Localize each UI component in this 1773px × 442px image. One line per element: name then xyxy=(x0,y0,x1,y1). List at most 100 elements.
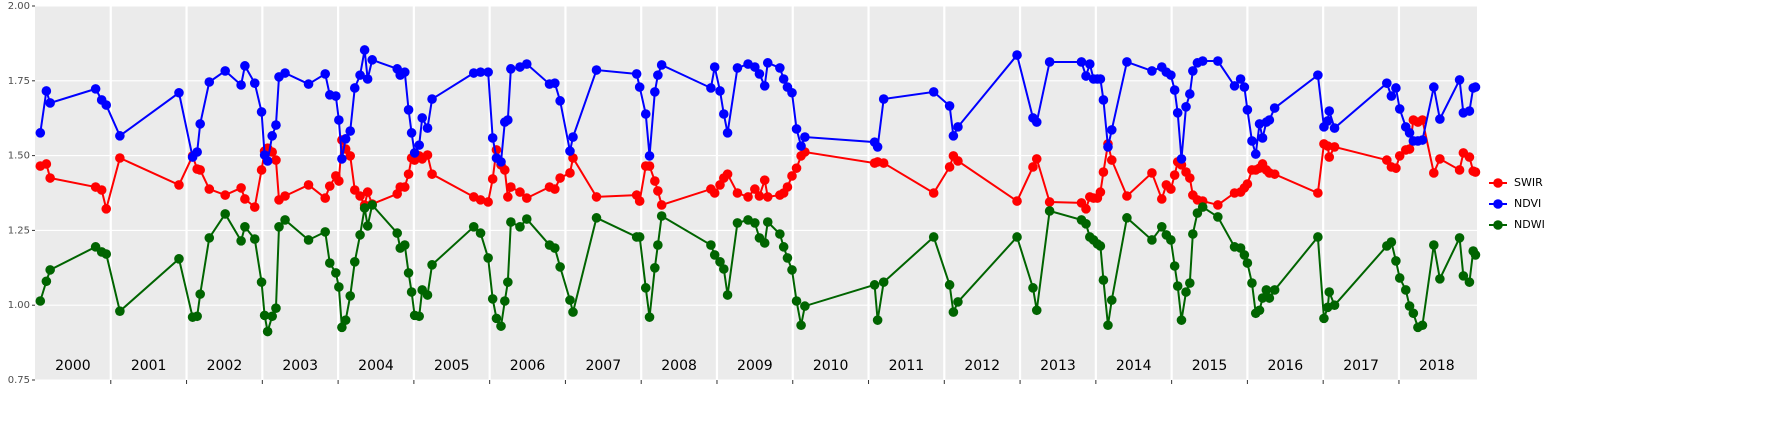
point xyxy=(782,182,793,192)
point xyxy=(800,301,810,311)
point xyxy=(878,94,889,104)
point xyxy=(1269,103,1280,113)
point xyxy=(500,165,510,175)
point xyxy=(280,68,290,78)
point xyxy=(709,250,720,260)
year-label: 2002 xyxy=(207,358,243,374)
point xyxy=(565,295,575,305)
point xyxy=(750,62,760,72)
point xyxy=(1084,59,1095,69)
point xyxy=(650,87,660,97)
point xyxy=(496,157,506,167)
point xyxy=(345,291,356,301)
point xyxy=(953,297,963,307)
point xyxy=(487,174,498,184)
point xyxy=(90,84,101,94)
point xyxy=(334,115,344,125)
point xyxy=(174,254,184,264)
point xyxy=(303,79,314,89)
point xyxy=(483,67,493,77)
point xyxy=(1329,142,1340,152)
point xyxy=(1264,115,1275,125)
point xyxy=(1235,74,1246,84)
point xyxy=(762,58,773,68)
point xyxy=(1166,184,1176,194)
point xyxy=(928,188,939,198)
point xyxy=(1435,114,1445,124)
point xyxy=(355,191,365,201)
point xyxy=(550,184,560,194)
point xyxy=(271,120,281,130)
point xyxy=(1031,117,1042,127)
point xyxy=(422,150,433,160)
point xyxy=(256,107,267,117)
point xyxy=(1394,273,1405,283)
point xyxy=(944,280,955,290)
point xyxy=(41,276,52,287)
point xyxy=(1229,81,1240,91)
point xyxy=(1156,222,1167,232)
point xyxy=(634,196,645,206)
year-label: 2015 xyxy=(1192,358,1228,374)
point xyxy=(192,311,202,322)
point xyxy=(762,192,773,202)
point xyxy=(483,197,493,207)
point xyxy=(240,222,250,232)
point xyxy=(521,193,532,203)
point xyxy=(715,257,725,267)
point xyxy=(650,263,660,273)
point xyxy=(1172,108,1183,118)
point xyxy=(334,282,344,292)
point xyxy=(1391,256,1401,266)
point xyxy=(367,55,377,65)
point xyxy=(259,310,270,321)
point xyxy=(1470,167,1481,177)
point xyxy=(656,200,667,210)
y-tick-label: 1.75 xyxy=(8,76,30,87)
point xyxy=(1044,197,1055,207)
y-tick-label: 1.00 xyxy=(8,300,30,311)
point xyxy=(262,156,273,166)
point xyxy=(1122,57,1132,67)
point xyxy=(503,115,513,125)
point xyxy=(340,315,351,325)
point xyxy=(406,128,417,138)
point xyxy=(555,173,565,183)
year-label: 2012 xyxy=(964,358,1000,374)
point xyxy=(1095,74,1106,84)
point xyxy=(1188,229,1198,239)
point xyxy=(41,86,52,96)
point xyxy=(706,83,716,93)
point xyxy=(568,307,578,317)
year-label: 2011 xyxy=(889,358,925,374)
point xyxy=(1250,149,1261,159)
point xyxy=(1106,295,1117,305)
point xyxy=(204,233,215,243)
point xyxy=(1435,154,1445,164)
point xyxy=(256,165,267,175)
point xyxy=(1188,66,1198,76)
point xyxy=(414,140,424,150)
point xyxy=(759,238,770,248)
point xyxy=(1122,191,1132,201)
year-label: 2003 xyxy=(282,358,318,374)
legend-key xyxy=(1493,220,1503,230)
point xyxy=(320,193,331,203)
point xyxy=(640,109,651,119)
point xyxy=(262,326,273,337)
point xyxy=(634,82,645,92)
point xyxy=(521,214,532,224)
point xyxy=(1242,105,1253,115)
point xyxy=(1095,187,1106,197)
point xyxy=(565,146,575,156)
point xyxy=(280,215,290,225)
point xyxy=(174,87,184,98)
point xyxy=(35,296,46,306)
point xyxy=(722,169,733,179)
point xyxy=(403,105,414,115)
point xyxy=(591,65,602,75)
legend-label: NDWI xyxy=(1514,218,1545,231)
point xyxy=(334,176,344,186)
point xyxy=(732,218,743,228)
